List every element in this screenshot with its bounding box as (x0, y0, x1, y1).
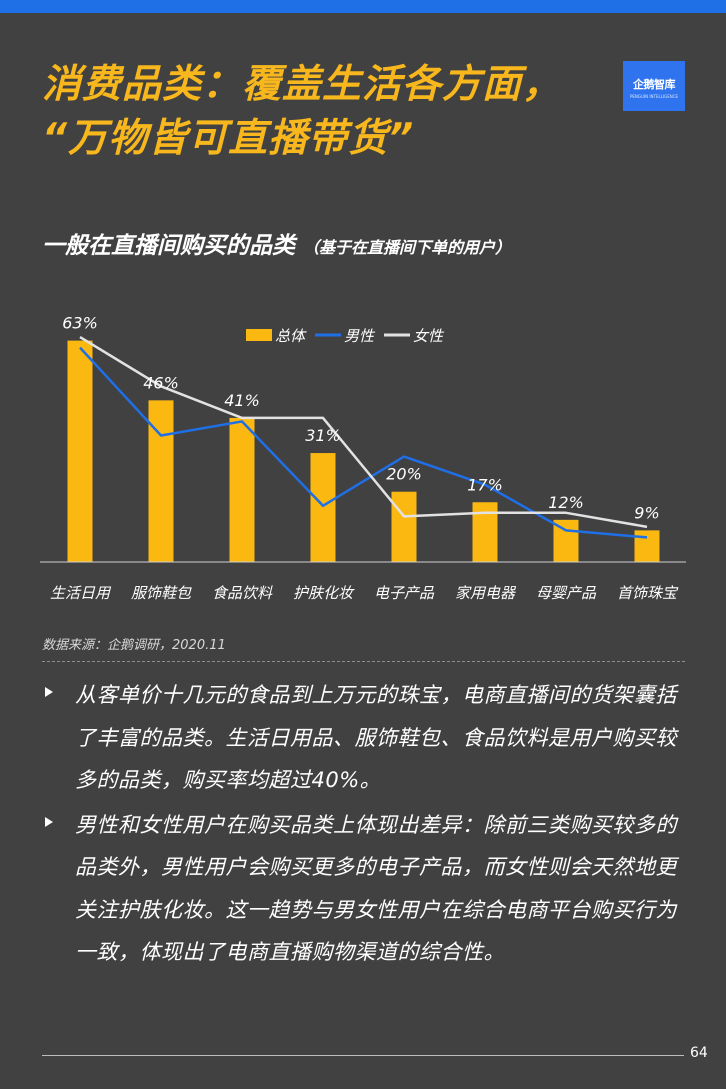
page-title-line2: “万物皆可直播带货” (42, 116, 415, 161)
top-accent-bar (0, 0, 726, 13)
x-tick-label-1: 生活日用 (50, 584, 112, 602)
bar-1 (67, 340, 93, 562)
x-tick-label-6: 家用电器 (455, 584, 517, 602)
bar-6 (472, 502, 498, 562)
legend-label-1: 总体 (275, 327, 307, 345)
data-label-3: 41% (224, 391, 260, 410)
bar-5 (391, 491, 417, 562)
chart-title-sub: （基于在直播间下单的用户） (303, 238, 512, 257)
legend-label-2: 男性 (344, 327, 376, 345)
footer-divider (42, 1055, 684, 1056)
penguin-intelligence-logo: 企鹅智库 PENGUIN INTELLIGENCE (623, 61, 685, 111)
logo-text: 企鹅智库 (633, 78, 676, 91)
series-line-2 (79, 336, 648, 529)
triangle-bullet-icon (45, 687, 53, 697)
page-title-line1: 消费品类：覆盖生活各方面， (42, 62, 563, 107)
legend-swatch-1 (246, 329, 272, 341)
x-tick-label-7: 母婴产品 (536, 584, 597, 602)
bullet-text: 男性和女性用户在购买品类上体现出差异：除前三类购买较多的品类外，男性用户会购买更… (75, 812, 677, 965)
x-tick-label-3: 食品饮料 (212, 584, 273, 602)
logo-subtext: PENGUIN INTELLIGENCE (629, 94, 679, 99)
x-tick-label-4: 护肤化妆 (293, 584, 355, 602)
page-number: 64 (690, 1045, 708, 1061)
bar-4 (310, 453, 336, 562)
bullet-text: 从客单价十几元的食品到上万元的珠宝，电商直播间的货架囊括了丰富的品类。生活日用品… (75, 683, 677, 792)
bar-3 (229, 417, 255, 562)
legend-label-3: 女性 (413, 327, 445, 345)
chart-title: 一般在直播间购买的品类 （基于在直播间下单的用户） (42, 226, 511, 260)
data-label-4: 31% (305, 426, 341, 445)
triangle-bullet-icon (45, 816, 53, 827)
x-tick-label-2: 服饰鞋包 (131, 584, 192, 602)
bullet-list: 从客单价十几元的食品到上万元的珠宝，电商直播间的货架囊括了丰富的品类。生活日用品… (42, 674, 682, 976)
data-label-5: 20% (386, 465, 422, 484)
dashed-divider (42, 661, 685, 662)
data-label-2: 46% (143, 373, 179, 392)
bullet-item: 男性和女性用户在购买品类上体现出差异：除前三类购买较多的品类外，男性用户会购买更… (42, 804, 682, 974)
series-line-1 (79, 346, 648, 539)
bar-8 (634, 530, 660, 562)
x-tick-label-8: 首饰珠宝 (617, 584, 679, 602)
data-label-7: 12% (548, 493, 584, 512)
data-label-6: 17% (467, 475, 503, 494)
purchase-category-chart: 63% 46% 41% 31% 20% 17% 12% 9% 生活日用 服饰鞋包 食品饮料 护肤化妆 电… (40, 314, 686, 602)
data-label-8: 9% (634, 503, 659, 522)
data-source: 数据来源：企鹅调研，2020.11 (42, 638, 226, 653)
data-label-1: 63% (62, 314, 98, 333)
bullet-item: 从客单价十几元的食品到上万元的珠宝，电商直播间的货架囊括了丰富的品类。生活日用品… (42, 674, 682, 802)
page-title: 消费品类：覆盖生活各方面， “万物皆可直播带货” (42, 58, 602, 166)
x-tick-label-5: 电子产品 (374, 584, 435, 602)
chart-title-main: 一般在直播间购买的品类 (42, 233, 295, 259)
